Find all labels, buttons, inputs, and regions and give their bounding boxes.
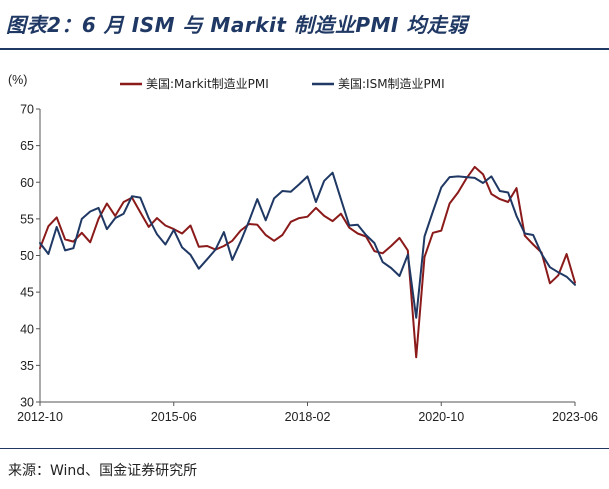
y-tick-label: 45	[20, 286, 34, 300]
y-tick-label: 50	[20, 249, 34, 263]
x-tick-label: 2012-10	[17, 410, 63, 424]
y-tick-label: 40	[20, 322, 34, 336]
legend-label-0: 美国:Markit制造业PMI	[146, 77, 269, 91]
y-tick-label: 60	[20, 176, 34, 190]
source-note: 来源：Wind、国金证券研究所	[8, 463, 198, 479]
x-tick-label: 2020-10	[418, 410, 464, 424]
legend-label-1: 美国:ISM制造业PMI	[338, 77, 445, 91]
y-tick-label: 70	[20, 103, 34, 117]
series-line-0	[39, 165, 576, 359]
y-tick-label: 55	[20, 212, 34, 226]
legend: 美国:Markit制造业PMI 美国:ISM制造业PMI	[120, 77, 445, 91]
y-ticks: 30 35 40 45 50 55 60 65 70	[20, 103, 40, 410]
chart-axes	[39, 109, 575, 403]
y-tick-label: 35	[20, 359, 34, 373]
title-bar: 图表2：6 月 ISM 与 Markit 制造业PMI 均走弱	[0, 0, 609, 50]
y-unit-label: (%)	[8, 73, 27, 87]
x-tick-label: 2015-06	[151, 410, 197, 424]
source-bar: 来源：Wind、国金证券研究所	[0, 448, 609, 489]
x-tick-label: 2018-02	[285, 410, 331, 424]
x-tick-label: 2023-06	[552, 410, 598, 424]
y-tick-label: 65	[20, 139, 34, 153]
chart-title: 图表2：6 月 ISM 与 Markit 制造业PMI 均走弱	[6, 13, 468, 37]
series-line-1	[39, 171, 576, 319]
y-tick-label: 30	[20, 396, 34, 410]
series-layer	[39, 165, 576, 359]
x-ticks: 2012-10 2015-06 2018-02 2020-10 2023-06	[17, 402, 598, 424]
